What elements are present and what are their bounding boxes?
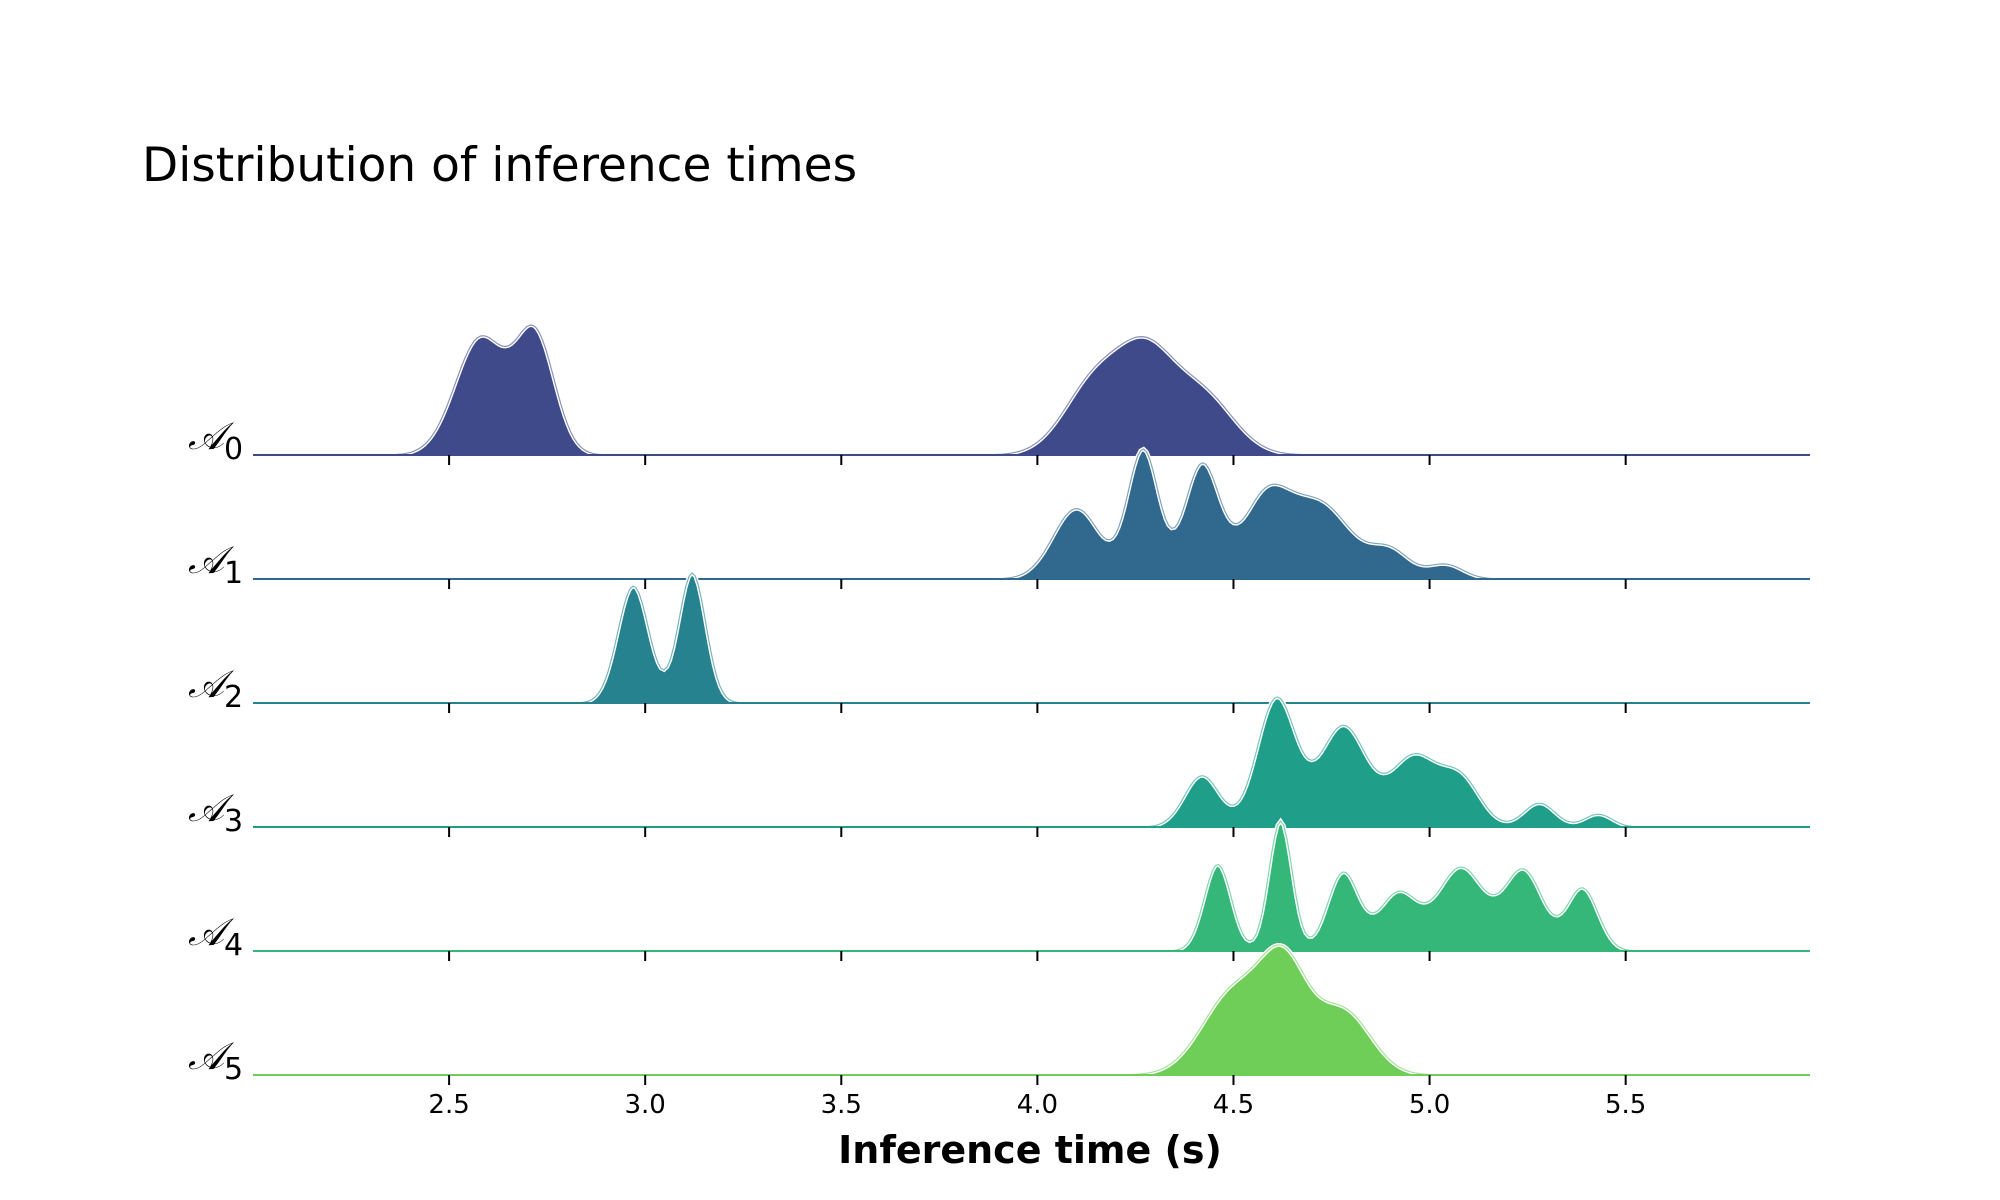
row-label-A0: 𝒜0 bbox=[188, 414, 243, 467]
ridge-A2: 𝒜2 bbox=[188, 570, 1810, 715]
x-tick-label: 3.0 bbox=[625, 1090, 666, 1120]
chart-title: Distribution of inference times bbox=[142, 138, 857, 193]
row-label-subscript: 3 bbox=[224, 804, 243, 839]
row-label-A2: 𝒜2 bbox=[188, 662, 243, 715]
x-tick-label: 3.5 bbox=[821, 1090, 862, 1120]
density-outline-halo-A1 bbox=[253, 446, 1810, 581]
density-area-A1 bbox=[253, 449, 1810, 579]
row-label-A3: 𝒜3 bbox=[188, 786, 243, 839]
density-area-A5 bbox=[253, 945, 1810, 1075]
density-outline-A5 bbox=[253, 944, 1810, 1076]
ridges-group: 𝒜0 𝒜1 𝒜2 𝒜3 𝒜4 𝒜5 bbox=[188, 322, 1810, 1087]
density-outline-halo-A5 bbox=[253, 942, 1810, 1077]
density-outline-A1 bbox=[253, 448, 1810, 580]
ridge-A0: 𝒜0 bbox=[188, 322, 1810, 467]
row-label-subscript: 4 bbox=[224, 928, 243, 963]
x-tick-label: 2.5 bbox=[428, 1090, 469, 1120]
density-area-A2 bbox=[253, 573, 1810, 703]
x-tick-label: 4.5 bbox=[1213, 1090, 1254, 1120]
x-axis-label: Inference time (s) bbox=[838, 1128, 1222, 1172]
ridge-A3: 𝒜3 bbox=[188, 694, 1810, 839]
density-outline-A2 bbox=[253, 572, 1810, 704]
row-label-subscript: 1 bbox=[224, 556, 243, 591]
density-outline-halo-A3 bbox=[253, 694, 1810, 829]
row-label-subscript: 2 bbox=[224, 680, 243, 715]
density-outline-A3 bbox=[253, 696, 1810, 828]
density-area-A4 bbox=[253, 821, 1810, 951]
row-label-subscript: 0 bbox=[224, 432, 243, 467]
x-tick-label: 4.0 bbox=[1017, 1090, 1058, 1120]
x-tick-label: 5.5 bbox=[1605, 1090, 1646, 1120]
density-area-A3 bbox=[253, 697, 1810, 827]
row-label-subscript: 5 bbox=[224, 1052, 243, 1087]
ridge-A5: 𝒜5 bbox=[188, 942, 1810, 1087]
row-label-A1: 𝒜1 bbox=[188, 538, 243, 591]
row-label-A5: 𝒜5 bbox=[188, 1034, 243, 1087]
density-outline-halo-A2 bbox=[253, 570, 1810, 705]
ridge-A1: 𝒜1 bbox=[188, 446, 1810, 591]
density-area-A0 bbox=[253, 325, 1810, 455]
x-tick-label: 5.0 bbox=[1409, 1090, 1450, 1120]
x-axis: 2.5 3.0 3.5 4.0 4.5 5.0 5.5 bbox=[428, 1090, 1646, 1120]
ridge-A4: 𝒜4 bbox=[188, 817, 1810, 963]
row-label-A4: 𝒜4 bbox=[188, 910, 243, 963]
